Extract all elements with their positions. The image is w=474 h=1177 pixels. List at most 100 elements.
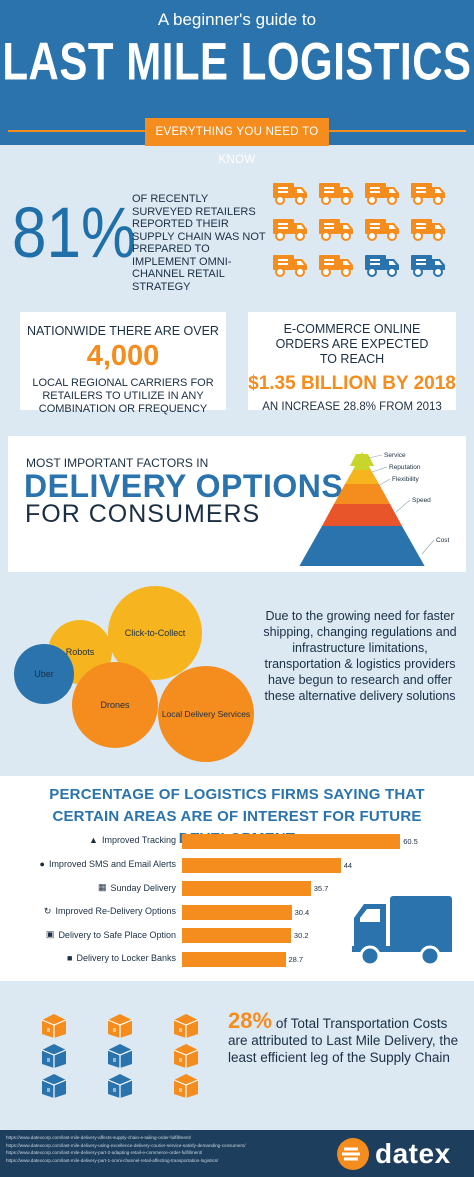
truck-icon: [318, 180, 364, 213]
stat-81-value: 81%: [12, 193, 137, 274]
bubble-uber: Uber: [14, 644, 74, 704]
chart-data-label: 30.4: [294, 907, 310, 917]
truck-icon: [318, 216, 364, 249]
chart-bar: [182, 881, 311, 896]
delivery-truck-icon: [352, 896, 452, 967]
cost-stat: 28% of Total Transportation Costs are at…: [228, 1010, 464, 1066]
chart-bar-row: ▦ Sunday Delivery 35.7: [0, 881, 474, 897]
chat-icon: ●: [39, 858, 45, 869]
pyramid-tip: [353, 452, 371, 470]
truck-icon: [364, 180, 410, 213]
truck-icon: [272, 180, 318, 213]
ecommerce-value: $1.35 BILLION BY 2018: [248, 373, 456, 394]
delivery-options-heading: DELIVERY OPTIONS: [24, 468, 344, 504]
truck-icon: [364, 252, 410, 285]
chart-category-label: ● Improved SMS and Email Alerts: [40, 859, 177, 869]
truck-icon: [410, 252, 456, 285]
redelivery-icon: ↻: [43, 905, 52, 916]
truck-icon: [318, 252, 364, 285]
pyramid-speed: [322, 504, 402, 526]
ecommerce-line1: E-COMMERCE ONLINE ORDERS ARE EXPECTED TO…: [275, 322, 429, 366]
truck-icon: [410, 216, 456, 249]
source-link[interactable]: https://www.datexcorp.com/last-mile-deli…: [6, 1135, 192, 1140]
package-icon-grid: [40, 1012, 210, 1104]
package-icon: [40, 1072, 106, 1102]
chart-category-text: Sunday Delivery: [110, 882, 176, 893]
chart-data-label: 30.2: [293, 931, 309, 940]
package-icon: [106, 1012, 172, 1042]
chart-data-label: 60.5: [403, 837, 418, 846]
header-kicker: A beginner's guide to: [157, 10, 317, 29]
pyramid-cost: [299, 526, 425, 566]
stat-81-text: OF RECENTLY SURVEYED RETAILERS REPORTED …: [132, 193, 266, 293]
chart-category-label: ▣ Delivery to Safe Place Option: [46, 929, 176, 940]
factors-pyramid: Service Reputation Flexibility Speed Cos…: [299, 452, 450, 566]
cost-stat-text: of Total Transportation Costs are attrib…: [228, 1016, 459, 1065]
pyramid-flexibility: [334, 484, 390, 504]
page-title: LAST MILE LOGISTICS: [2, 32, 472, 91]
footer: https://www.datexcorp.com/last-mile-deli…: [0, 1130, 474, 1177]
truck-icon: [272, 252, 318, 285]
chart-category-label: ▲ Improved Tracking: [89, 835, 176, 845]
pyramid-label-reputation: Reputation: [389, 464, 421, 471]
delivery-options-subheading: FOR CONSUMERS: [25, 500, 261, 528]
chart-category-label: ▦ Sunday Delivery: [98, 882, 176, 893]
pyramid-label-flexibility: Flexibility: [392, 476, 419, 483]
chart-bar: [182, 834, 401, 849]
header-rule-left: [8, 130, 158, 132]
package-icon: [106, 1072, 172, 1102]
chart-bar: [182, 928, 291, 943]
ecommerce-box: E-COMMERCE ONLINE ORDERS ARE EXPECTED TO…: [248, 312, 456, 413]
datex-logo[interactable]: datex: [336, 1137, 451, 1171]
package-icon: [172, 1012, 238, 1042]
datex-logo-icon: [337, 1138, 369, 1170]
delivery-options-panel: MOST IMPORTANT FACTORS IN DELIVERY OPTIO…: [8, 436, 466, 572]
chart-category-text: Improved Tracking: [101, 835, 176, 845]
chart-bar: [182, 857, 341, 873]
source-link[interactable]: https://www.datexcorp.com/last-mile-deli…: [6, 1150, 203, 1156]
truck-icon: [364, 216, 410, 249]
carriers-line1: NATIONWIDE THERE ARE OVER: [27, 324, 219, 338]
chart-bar-row: ● Improved SMS and Email Alerts 44: [0, 857, 474, 874]
carriers-box: NATIONWIDE THERE ARE OVER 4,000 LOCAL RE…: [20, 312, 226, 415]
truck-icon: [410, 180, 456, 213]
bubble-local-delivery: Local Delivery Services: [158, 666, 254, 762]
calendar-icon: ▦: [97, 882, 107, 892]
chart-bar-row: ▲ Improved Tracking 60.5: [0, 834, 474, 850]
chart-bar: [182, 951, 286, 967]
tracking-icon: ▲: [89, 835, 98, 845]
truck-icon-grid: [272, 180, 462, 290]
alternatives-text: Due to the growing need for faster shipp…: [263, 609, 457, 703]
chart-bar-row: ▣ Delivery to Safe Place Option 30.2: [0, 928, 474, 944]
package-icon: [172, 1042, 238, 1072]
source-link[interactable]: https://www.datexcorp.com/last-mile-deli…: [6, 1157, 219, 1163]
truck-icon: [272, 216, 318, 249]
pyramid-label-cost: Cost: [436, 537, 450, 544]
carriers-value: 4,000: [86, 340, 160, 372]
ecommerce-line2: AN INCREASE 28.8% FROM 2013: [262, 401, 442, 413]
carriers-line2: LOCAL REGIONAL CARRIERS FOR RETAILERS TO…: [32, 377, 214, 415]
chart-category-text: Improved Re-Delivery Options: [55, 906, 176, 916]
chart-bar-row: ■ Delivery to Locker Banks 28.7: [0, 951, 474, 968]
chart-category-text: Delivery to Safe Place Option: [58, 929, 176, 940]
cost-stat-value: 28%: [228, 1008, 273, 1033]
package-icon: [172, 1072, 238, 1102]
source-link[interactable]: https://www.datexcorp.com/last-mile-deli…: [6, 1142, 246, 1148]
tagline-badge: EVERYTHING YOU NEED TO KNOW: [145, 118, 329, 166]
delivery-options-kicker: MOST IMPORTANT FACTORS IN: [26, 456, 209, 470]
chart-data-label: 35.7: [313, 884, 329, 893]
datex-logo-text: datex: [375, 1138, 451, 1169]
package-icon: [40, 1042, 106, 1072]
safe-icon: ▣: [45, 929, 55, 939]
chart-data-label: 44: [343, 860, 353, 870]
chart-category-text: Improved SMS and Email Alerts: [48, 858, 176, 869]
pyramid-reputation: [345, 470, 379, 484]
chart-bar-row: ↻ Improved Re-Delivery Options 30.4: [0, 904, 474, 921]
alternative-solutions-bubbles: Click-to-Collect Robots Uber Drones Loca…: [0, 582, 260, 782]
chart-category-text: Delivery to Locker Banks: [76, 952, 176, 963]
chart-data-label: 28.7: [288, 954, 304, 964]
package-icon: [40, 1012, 106, 1042]
chart-category-label: ■ Delivery to Locker Banks: [67, 953, 176, 963]
source-links: https://www.datexcorp.com/last-mile-deli…: [6, 1134, 336, 1164]
